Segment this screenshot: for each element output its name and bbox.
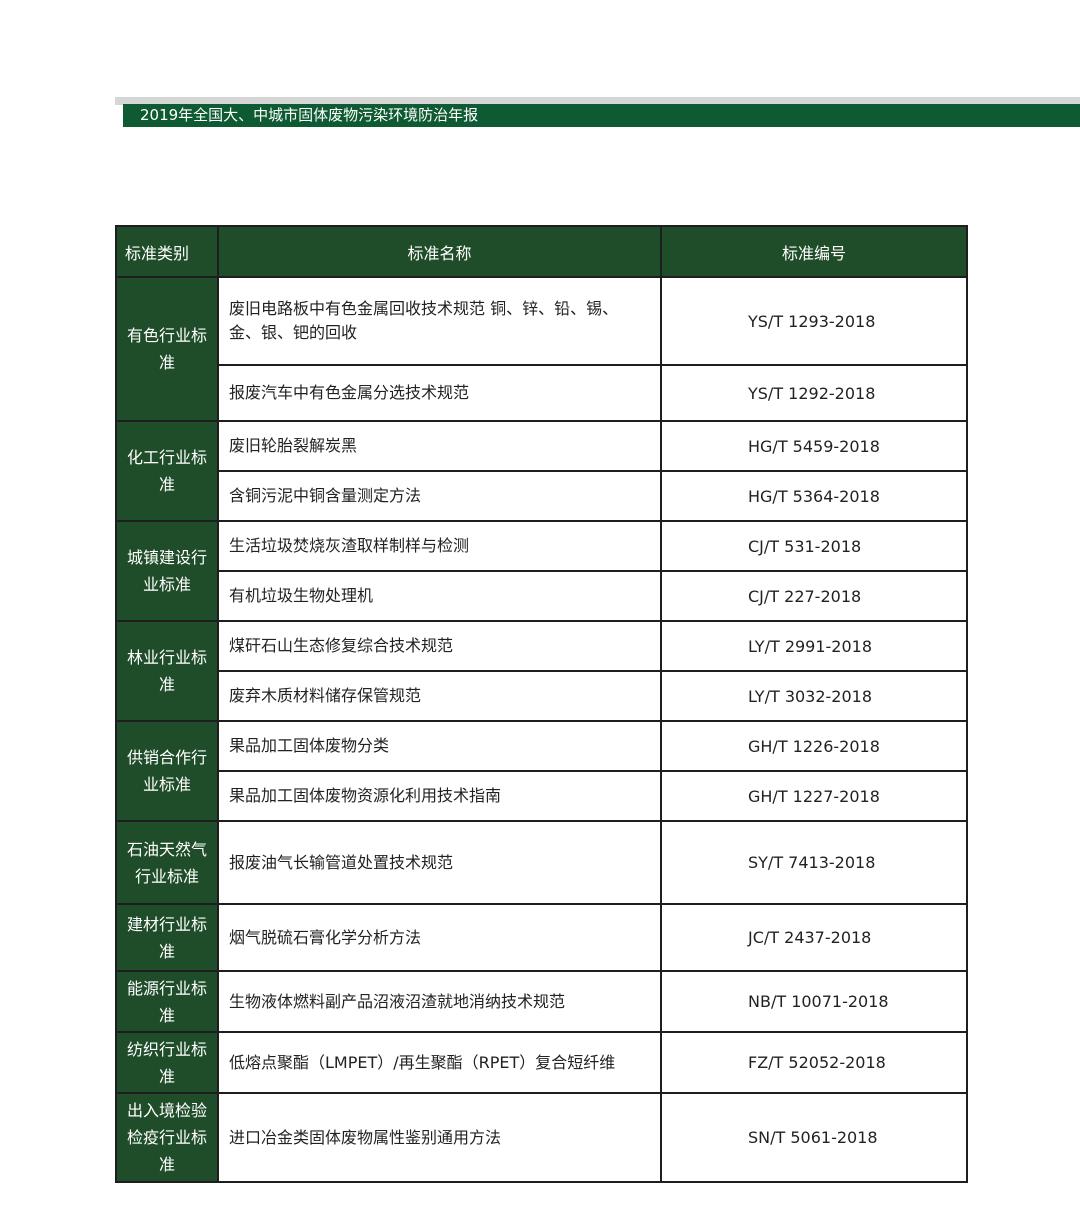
category-cell: 化工行业标准 <box>115 420 219 522</box>
table-row: 报废汽车中有色金属分选技术规范 YS/T 1292-2018 <box>116 364 968 422</box>
report-title-bar: 2019年全国大、中城市固体废物污染环境防治年报 <box>123 104 1080 127</box>
standard-code-cell: GH/T 1226-2018 <box>660 720 968 772</box>
table-row: 化工行业标准 废旧轮胎裂解炭黑 HG/T 5459-2018 <box>115 420 968 522</box>
column-header-name: 标准名称 <box>217 225 662 278</box>
category-cell: 纺织行业标准 <box>115 1031 219 1094</box>
table-row: 供销合作行业标准 果品加工固体废物分类 GH/T 1226-2018 <box>115 720 968 822</box>
standard-name-cell: 低熔点聚酯（LMPET）/再生聚酯（RPET）复合短纤维 <box>217 1031 662 1094</box>
standard-code-cell: CJ/T 531-2018 <box>660 520 968 572</box>
category-cell: 城镇建设行业标准 <box>115 520 219 622</box>
category-cell: 供销合作行业标准 <box>115 720 219 822</box>
standard-name-cell: 进口冶金类固体废物属性鉴别通用方法 <box>217 1092 662 1183</box>
standard-code-cell: HG/T 5364-2018 <box>660 470 968 522</box>
standard-name-cell: 报废汽车中有色金属分选技术规范 <box>217 364 662 422</box>
standards-table: 标准类别 标准名称 标准编号 有色行业标准 废旧电路板中有色金属回收技术规范 铜、… <box>115 225 968 1183</box>
table-row: 有机垃圾生物处理机 CJ/T 227-2018 <box>116 570 968 622</box>
category-cell: 林业行业标准 <box>115 620 219 722</box>
standard-code-cell: GH/T 1227-2018 <box>660 770 968 822</box>
table-row: 能源行业标准 生物液体燃料副产品沼液沼渣就地消纳技术规范 NB/T 10071-20… <box>115 970 968 1033</box>
standard-code-cell: JC/T 2437-2018 <box>660 903 968 972</box>
standard-code-cell: HG/T 5459-2018 <box>660 420 968 472</box>
table-row: 有色行业标准 废旧电路板中有色金属回收技术规范 铜、锌、铅、锡、金、银、钯的回收 Y… <box>115 276 968 422</box>
standard-name-cell: 废旧电路板中有色金属回收技术规范 铜、锌、铅、锡、金、银、钯的回收 <box>217 276 662 366</box>
category-cell: 能源行业标准 <box>115 970 219 1033</box>
standard-code-cell: LY/T 2991-2018 <box>660 620 968 672</box>
table-row: 纺织行业标准 低熔点聚酯（LMPET）/再生聚酯（RPET）复合短纤维 FZ/T 5… <box>115 1031 968 1094</box>
standard-name-cell: 有机垃圾生物处理机 <box>217 570 662 622</box>
standard-name-cell: 烟气脱硫石膏化学分析方法 <box>217 903 662 972</box>
column-header-code: 标准编号 <box>660 225 968 278</box>
standard-name-cell: 果品加工固体废物资源化利用技术指南 <box>217 770 662 822</box>
table-header-row: 标准类别 标准名称 标准编号 <box>115 225 968 278</box>
table-row: 废弃木质材料储存保管规范 LY/T 3032-2018 <box>116 670 968 722</box>
standard-name-cell: 煤矸石山生态修复综合技术规范 <box>217 620 662 672</box>
standard-code-cell: YS/T 1292-2018 <box>660 364 968 422</box>
category-cell: 有色行业标准 <box>115 276 219 422</box>
table-row: 城镇建设行业标准 生活垃圾焚烧灰渣取样制样与检测 CJ/T 531-2018 <box>115 520 968 622</box>
standard-name-cell: 含铜污泥中铜含量测定方法 <box>217 470 662 522</box>
standard-name-cell: 报废油气长输管道处置技术规范 <box>217 820 662 905</box>
standard-code-cell: LY/T 3032-2018 <box>660 670 968 722</box>
standard-name-cell: 废旧轮胎裂解炭黑 <box>217 420 662 472</box>
table-row: 含铜污泥中铜含量测定方法 HG/T 5364-2018 <box>116 470 968 522</box>
standard-name-cell: 废弃木质材料储存保管规范 <box>217 670 662 722</box>
standard-name-cell: 生活垃圾焚烧灰渣取样制样与检测 <box>217 520 662 572</box>
standard-name-cell: 生物液体燃料副产品沼液沼渣就地消纳技术规范 <box>217 970 662 1033</box>
table-row: 石油天然气行业标准 报废油气长输管道处置技术规范 SY/T 7413-2018 <box>115 820 968 905</box>
standard-name-cell: 果品加工固体废物分类 <box>217 720 662 772</box>
category-cell: 石油天然气行业标准 <box>115 820 219 905</box>
table-row: 出入境检验检疫行业标准 进口冶金类固体废物属性鉴别通用方法 SN/T 5061-20… <box>115 1092 968 1183</box>
standard-code-cell: SN/T 5061-2018 <box>660 1092 968 1183</box>
report-title: 2019年全国大、中城市固体废物污染环境防治年报 <box>140 106 479 124</box>
header-strip <box>115 97 1080 105</box>
table-row: 果品加工固体废物资源化利用技术指南 GH/T 1227-2018 <box>116 770 968 822</box>
standard-code-cell: CJ/T 227-2018 <box>660 570 968 622</box>
category-cell: 出入境检验检疫行业标准 <box>115 1092 219 1183</box>
standard-code-cell: FZ/T 52052-2018 <box>660 1031 968 1094</box>
table-row: 建材行业标准 烟气脱硫石膏化学分析方法 JC/T 2437-2018 <box>115 903 968 972</box>
standard-code-cell: SY/T 7413-2018 <box>660 820 968 905</box>
category-cell: 建材行业标准 <box>115 903 219 972</box>
table-row: 林业行业标准 煤矸石山生态修复综合技术规范 LY/T 2991-2018 <box>115 620 968 722</box>
column-header-category: 标准类别 <box>115 225 219 278</box>
standard-code-cell: NB/T 10071-2018 <box>660 970 968 1033</box>
standard-code-cell: YS/T 1293-2018 <box>660 276 968 366</box>
